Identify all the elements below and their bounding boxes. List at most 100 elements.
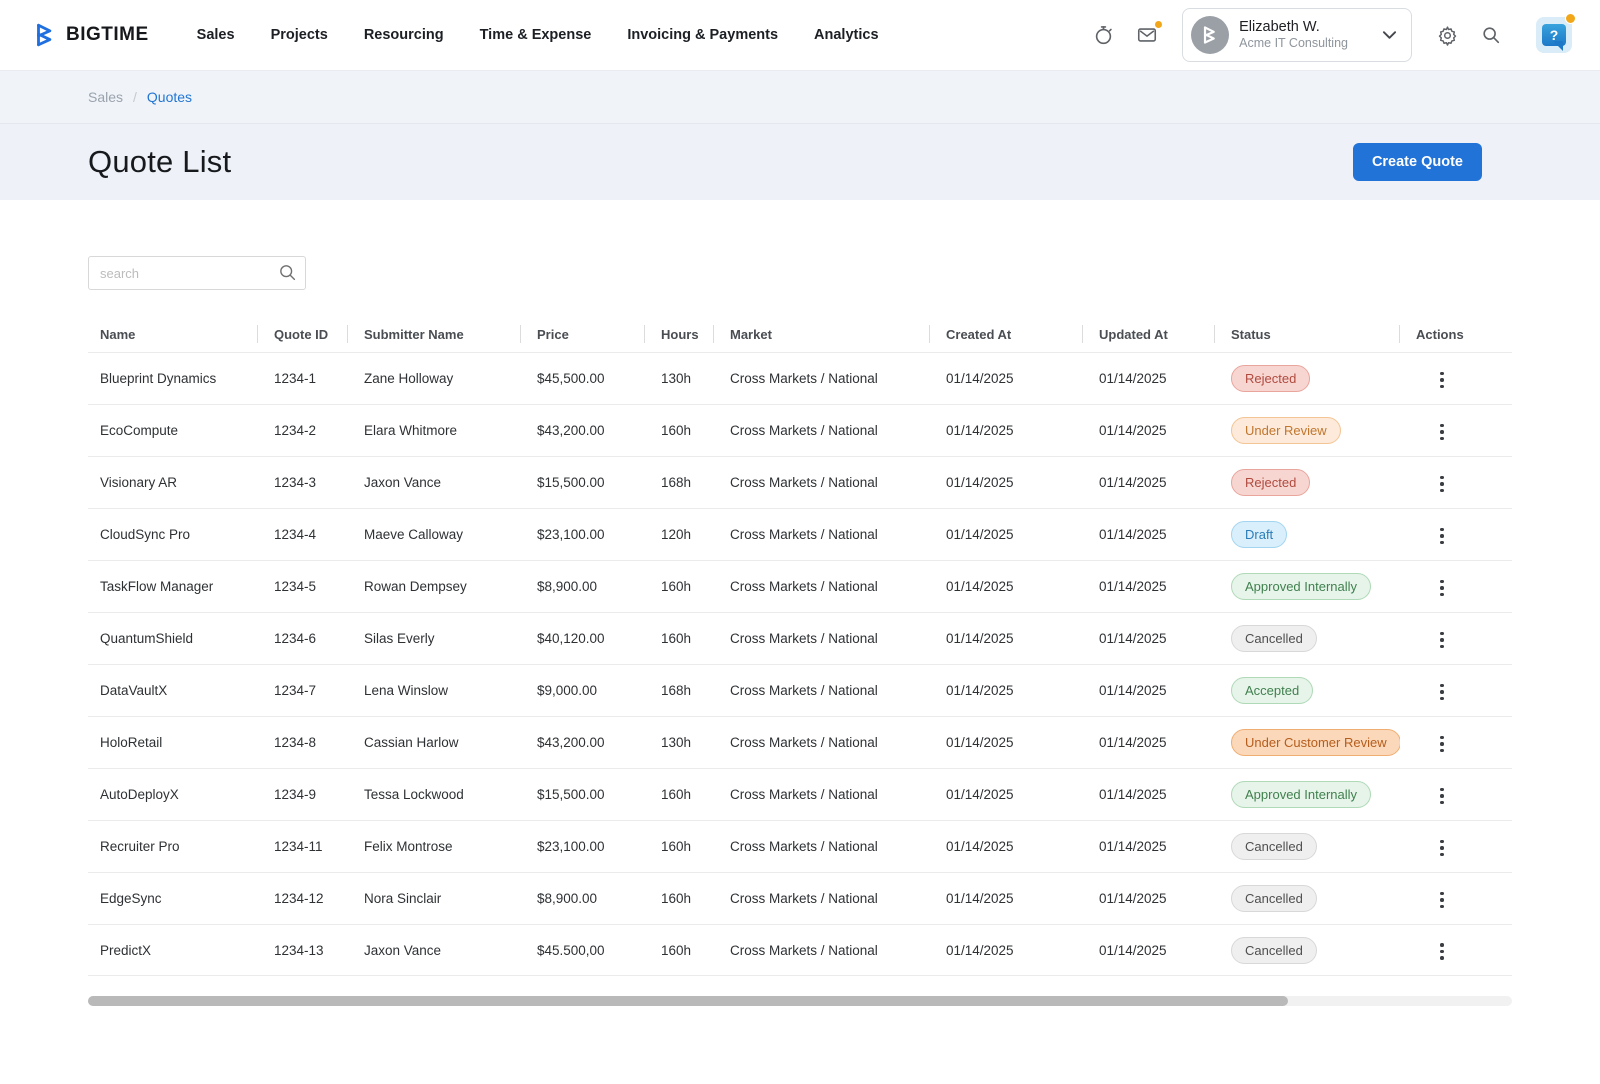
cell-status: Approved Internally xyxy=(1215,781,1400,808)
table-row[interactable]: Recruiter Pro 1234-11 Felix Montrose $23,10… xyxy=(88,820,1512,872)
row-actions-kebab-icon[interactable] xyxy=(1432,470,1452,499)
cell-name: TaskFlow Manager xyxy=(100,579,214,594)
row-actions-kebab-icon[interactable] xyxy=(1432,834,1452,863)
cell-submitter: Silas Everly xyxy=(364,631,435,646)
table-row[interactable]: Blueprint Dynamics 1234-1 Zane Holloway $45… xyxy=(88,352,1512,404)
table-row[interactable]: QuantumShield 1234-6 Silas Everly $40,120.0… xyxy=(88,612,1512,664)
table-row[interactable]: PredictX 1234-13 Jaxon Vance $45.500,00 160h… xyxy=(88,924,1512,976)
table-row[interactable]: TaskFlow Manager 1234-5 Rowan Dempsey $8,90… xyxy=(88,560,1512,612)
cell-price: $8,900.00 xyxy=(537,579,598,594)
user-menu[interactable]: Elizabeth W. Acme IT Consulting xyxy=(1182,8,1412,62)
cell-hours: 160h xyxy=(661,891,692,906)
nav-item-resourcing[interactable]: Resourcing xyxy=(363,27,444,43)
row-actions-kebab-icon[interactable] xyxy=(1432,782,1452,811)
cell-created-at: 01/14/2025 xyxy=(946,475,1014,490)
cell-status: Draft xyxy=(1215,521,1400,548)
quotes-table: Name Quote ID Submitter Name Price Hours… xyxy=(88,316,1512,976)
cell-quote-id: 1234-12 xyxy=(274,891,324,906)
cell-hours: 160h xyxy=(661,942,692,958)
cell-name: AutoDeployX xyxy=(100,787,179,802)
table-row[interactable]: DataVaultX 1234-7 Lena Winslow $9,000.00 168… xyxy=(88,664,1512,716)
mail-icon[interactable] xyxy=(1134,20,1164,48)
row-actions-kebab-icon[interactable] xyxy=(1432,418,1452,447)
cell-status: Accepted xyxy=(1215,677,1400,704)
cell-name: QuantumShield xyxy=(100,631,194,646)
cell-market: Cross Markets / National xyxy=(730,942,878,958)
cell-quote-id: 1234-1 xyxy=(274,371,317,386)
search-input[interactable] xyxy=(88,256,306,290)
nav-item-invoicing-payments[interactable]: Invoicing & Payments xyxy=(627,27,779,43)
row-actions-kebab-icon[interactable] xyxy=(1432,730,1452,759)
row-actions-kebab-icon[interactable] xyxy=(1432,574,1452,603)
status-badge: Cancelled xyxy=(1231,936,1317,964)
status-badge: Approved Internally xyxy=(1231,573,1372,600)
cell-submitter: Maeve Calloway xyxy=(364,527,464,542)
cell-hours: 160h xyxy=(661,631,692,646)
cell-actions xyxy=(1400,415,1512,446)
cell-updated-at: 01/14/2025 xyxy=(1099,527,1167,542)
gear-icon[interactable] xyxy=(1434,22,1460,48)
row-actions-kebab-icon[interactable] xyxy=(1432,366,1452,395)
cell-price: $40,120.00 xyxy=(537,631,605,646)
table-row[interactable]: AutoDeployX 1234-9 Tessa Lockwood $15,500.0… xyxy=(88,768,1512,820)
cell-hours: 130h xyxy=(661,371,692,386)
cell-actions xyxy=(1400,675,1512,706)
title-bar: Quote List Create Quote xyxy=(0,123,1600,200)
cell-updated-at: 01/14/2025 xyxy=(1099,371,1167,386)
cell-name: Blueprint Dynamics xyxy=(100,371,217,386)
nav-item-sales[interactable]: Sales xyxy=(196,27,235,43)
cell-name: EdgeSync xyxy=(100,891,162,906)
column-header-updated-at: Updated At xyxy=(1083,327,1215,342)
horizontal-scrollbar[interactable] xyxy=(88,996,1512,1006)
cell-hours: 130h xyxy=(661,735,692,750)
cell-hours: 160h xyxy=(661,839,692,854)
cell-hours: 168h xyxy=(661,683,692,698)
status-badge: Cancelled xyxy=(1231,833,1317,860)
breadcrumb: Sales / Quotes xyxy=(0,70,1600,123)
horizontal-scrollbar-thumb[interactable] xyxy=(88,996,1288,1006)
timer-icon[interactable] xyxy=(1090,22,1116,48)
cell-hours: 168h xyxy=(661,475,692,490)
mail-notification-dot xyxy=(1154,20,1164,29)
row-actions-kebab-icon[interactable] xyxy=(1432,937,1452,966)
breadcrumb-quotes[interactable]: Quotes xyxy=(146,89,193,105)
column-header-created-at: Created At xyxy=(930,327,1083,342)
help-notification-dot xyxy=(1565,13,1576,24)
cell-created-at: 01/14/2025 xyxy=(946,839,1014,854)
breadcrumb-sales[interactable]: Sales xyxy=(88,89,124,105)
nav-item-analytics[interactable]: Analytics xyxy=(814,27,879,43)
cell-quote-id: 1234-8 xyxy=(274,735,317,750)
help-button[interactable]: ? xyxy=(1536,13,1576,53)
cell-updated-at: 01/14/2025 xyxy=(1099,839,1167,854)
row-actions-kebab-icon[interactable] xyxy=(1432,678,1452,707)
search-magnifier-icon[interactable] xyxy=(278,263,297,282)
table-row[interactable]: EdgeSync 1234-12 Nora Sinclair $8,900.00 160… xyxy=(88,872,1512,924)
cell-market: Cross Markets / National xyxy=(730,631,878,646)
table-row[interactable]: HoloRetail 1234-8 Cassian Harlow $43,200.00… xyxy=(88,716,1512,768)
nav-item-projects[interactable]: Projects xyxy=(270,27,328,43)
cell-actions xyxy=(1400,623,1512,654)
cell-updated-at: 01/14/2025 xyxy=(1099,475,1167,490)
cell-actions xyxy=(1400,883,1512,914)
cell-price: $9,000.00 xyxy=(537,683,598,698)
bigtime-logo[interactable]: BIGTIME xyxy=(32,22,149,48)
cell-name: CloudSync Pro xyxy=(100,527,191,542)
table-row[interactable]: EcoCompute 1234-2 Elara Whitmore $43,200.00… xyxy=(88,404,1512,456)
row-actions-kebab-icon[interactable] xyxy=(1432,522,1452,551)
user-company: Acme IT Consulting xyxy=(1239,36,1348,51)
status-badge: Rejected xyxy=(1231,469,1311,496)
table-row[interactable]: CloudSync Pro 1234-4 Maeve Calloway $23,100… xyxy=(88,508,1512,560)
cell-market: Cross Markets / National xyxy=(730,527,878,542)
cell-hours: 160h xyxy=(661,423,692,438)
cell-actions xyxy=(1400,779,1512,810)
nav-item-time-expense[interactable]: Time & Expense xyxy=(479,27,592,43)
cell-market: Cross Markets / National xyxy=(730,579,878,594)
row-actions-kebab-icon[interactable] xyxy=(1432,626,1452,655)
cell-hours: 120h xyxy=(661,527,692,542)
cell-price: $45,500.00 xyxy=(537,371,605,386)
search-icon[interactable] xyxy=(1478,22,1504,48)
table-row[interactable]: Visionary AR 1234-3 Jaxon Vance $15,500.00 1… xyxy=(88,456,1512,508)
row-actions-kebab-icon[interactable] xyxy=(1432,886,1452,915)
create-quote-button[interactable]: Create Quote xyxy=(1352,143,1482,181)
cell-updated-at: 01/14/2025 xyxy=(1099,787,1167,802)
